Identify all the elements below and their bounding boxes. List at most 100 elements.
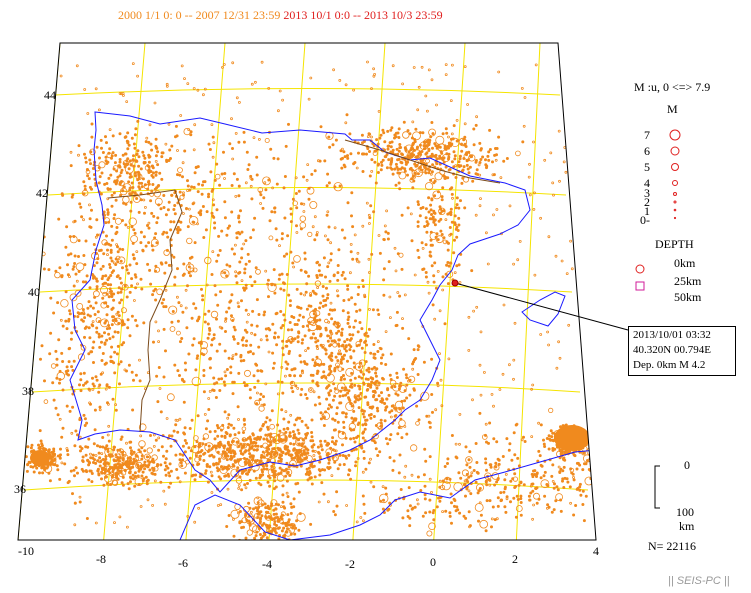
event-dot <box>578 482 582 486</box>
event-dot <box>471 398 474 402</box>
event-dot <box>134 474 138 478</box>
event-dot <box>430 78 434 82</box>
event-dot <box>155 221 159 225</box>
event-dot <box>202 374 206 378</box>
event-dot <box>248 396 252 400</box>
event-dot <box>223 177 226 180</box>
event-dot <box>307 97 311 101</box>
event-dot <box>283 506 287 510</box>
event-dot <box>366 377 370 381</box>
event-dot <box>330 474 334 478</box>
event-dot <box>118 157 122 161</box>
event-dot <box>361 494 365 498</box>
event-dot <box>238 270 242 274</box>
event-dot <box>266 295 270 299</box>
event-dot <box>245 461 249 465</box>
event-dot <box>257 481 261 485</box>
event-dot <box>550 435 554 439</box>
event-dot <box>339 375 343 379</box>
event-dot <box>205 210 209 214</box>
event-dot <box>223 466 227 470</box>
event-dot <box>403 399 407 403</box>
event-dot <box>183 471 187 475</box>
event-dot <box>249 236 253 240</box>
event-dot <box>344 83 348 87</box>
event-dot <box>439 378 443 382</box>
event-dot <box>240 526 244 530</box>
event-dot <box>424 94 428 98</box>
event-dot <box>256 379 260 383</box>
event-dot <box>136 474 140 478</box>
event-dot <box>430 264 434 268</box>
event-dot <box>286 362 290 366</box>
event-dot <box>341 343 345 347</box>
event-dot <box>361 519 365 523</box>
event-dot <box>379 399 383 403</box>
event-dot <box>261 464 265 468</box>
event-dot <box>229 423 233 427</box>
event-dot <box>283 216 287 220</box>
event-dot <box>94 301 98 305</box>
event-dot <box>160 301 164 305</box>
event-dot <box>387 158 391 162</box>
event-dot <box>124 152 128 156</box>
event-dot <box>236 405 240 409</box>
event-dot <box>271 469 275 473</box>
event-dot <box>300 459 304 463</box>
event-dot <box>51 381 55 385</box>
event-dot <box>237 484 241 487</box>
event-dot <box>235 440 239 444</box>
event-dot <box>255 155 259 159</box>
event-dot <box>356 398 360 402</box>
event-dot <box>115 230 119 234</box>
event-dot <box>388 410 392 414</box>
event-dot <box>254 441 258 445</box>
event-dot <box>149 199 153 203</box>
event-dot <box>405 396 409 400</box>
event-dot <box>86 112 90 115</box>
event-dot <box>338 184 342 188</box>
event-dot <box>169 444 173 448</box>
event-dot <box>309 292 313 295</box>
event-dot <box>214 446 218 450</box>
event-dot <box>57 217 61 221</box>
event-dot <box>310 172 314 176</box>
event-dot <box>255 448 259 452</box>
event-dot <box>103 446 107 450</box>
event-dot <box>181 453 185 457</box>
event-dot <box>220 229 224 233</box>
event-dot <box>169 481 173 485</box>
event-dot <box>131 185 135 189</box>
event-dot <box>313 403 317 407</box>
event-dot <box>227 356 231 360</box>
event-dot <box>207 142 211 146</box>
event-dot <box>372 342 376 346</box>
event-dot <box>146 498 150 502</box>
event-dot <box>335 322 339 326</box>
event-dot <box>98 445 102 449</box>
event-dot <box>116 245 120 249</box>
event-dot <box>100 334 104 338</box>
event-dot <box>502 490 506 494</box>
event-dot <box>227 306 231 310</box>
event-dot <box>326 172 330 176</box>
mag-label-0: 0- <box>640 213 650 227</box>
event-dot <box>444 63 448 66</box>
event-dot <box>376 163 380 167</box>
event-dot <box>176 476 180 480</box>
event-dot <box>531 383 535 387</box>
event-dot <box>222 63 226 66</box>
event-dot <box>420 65 424 69</box>
event-dot <box>360 346 364 350</box>
event-dot <box>136 463 140 467</box>
event-dot <box>87 326 91 330</box>
event-dot <box>238 209 242 213</box>
event-dot <box>560 71 564 75</box>
event-dot <box>361 224 365 228</box>
event-dot <box>100 340 104 344</box>
event-dot <box>530 435 534 439</box>
event-dot <box>157 436 161 440</box>
event-dot <box>361 284 365 288</box>
event-dot <box>290 368 294 372</box>
depth-label-0km: 0km <box>674 256 696 270</box>
